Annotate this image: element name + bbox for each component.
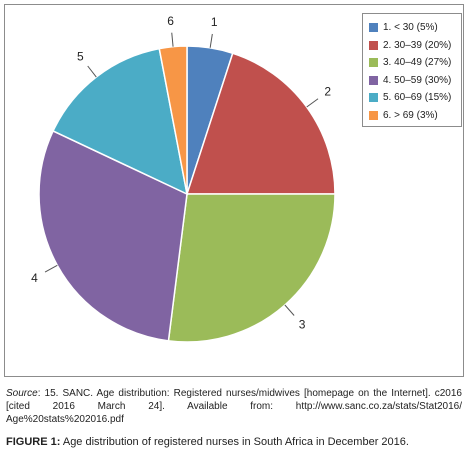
legend-label-6: 6. > 69 (3%) [383,109,438,121]
figure-label: FIGURE 1: [6,436,61,448]
legend-swatch-1 [369,23,378,33]
leader-line-5 [87,65,97,78]
leader-line-3 [284,304,295,316]
slice-label-6: 6 [167,14,174,28]
legend-item-2: 2. 30–39 (20%) [369,37,461,55]
chart-legend: 1. < 30 (5%) 2. 30–39 (20%) 3. 40–49 (27%)… [362,13,462,127]
slice-label-3: 3 [299,318,306,332]
legend-label-3: 3. 40–49 (27%) [383,57,452,69]
legend-item-4: 4. 50–59 (30%) [369,72,461,90]
legend-item-6: 6. > 69 (3%) [369,107,461,125]
leader-line-2 [306,98,319,108]
pie-slice-4 [38,129,188,342]
leader-line-4 [44,264,58,273]
caption-text: Age distribution of registered nurses in… [60,436,409,448]
figure-source: Source: 15. SANC. Age distribution: Regi… [6,387,462,426]
legend-swatch-5 [369,93,378,103]
slice-label-4: 4 [31,271,38,285]
pie-chart: 1 2 3 4 5 6 [31,14,336,343]
source-label: Source [6,388,38,399]
legend-item-5: 5. 60–69 (15%) [369,89,461,107]
legend-label-5: 5. 60–69 (15%) [383,92,452,104]
source-text: : 15. SANC. Age distribution: Registered… [6,388,462,425]
legend-swatch-3 [369,58,378,68]
chart-frame: 1 2 3 4 5 6 1. < 30 (5%) 2. 30–39 (20%) 3. 40–4… [4,4,464,377]
legend-swatch-2 [369,40,378,50]
pie-slice-6 [158,45,188,195]
legend-swatch-4 [369,75,378,85]
pie-slice-2 [185,52,336,195]
slice-label-2: 2 [324,85,331,99]
legend-label-1: 1. < 30 (5%) [383,22,438,34]
pie-slice-5 [52,47,189,196]
legend-item-3: 3. 40–49 (27%) [369,54,461,72]
legend-item-1: 1. < 30 (5%) [369,19,461,37]
slice-label-1: 1 [211,15,218,29]
legend-swatch-6 [369,110,378,120]
legend-label-4: 4. 50–59 (30%) [383,74,452,86]
leader-line-6 [171,32,174,47]
leader-line-1 [209,33,213,48]
legend-label-2: 2. 30–39 (20%) [383,39,452,51]
pie-slice-3 [167,193,336,343]
figure-caption: FIGURE 1: Age distribution of registered… [6,436,462,450]
slice-label-5: 5 [77,50,84,64]
